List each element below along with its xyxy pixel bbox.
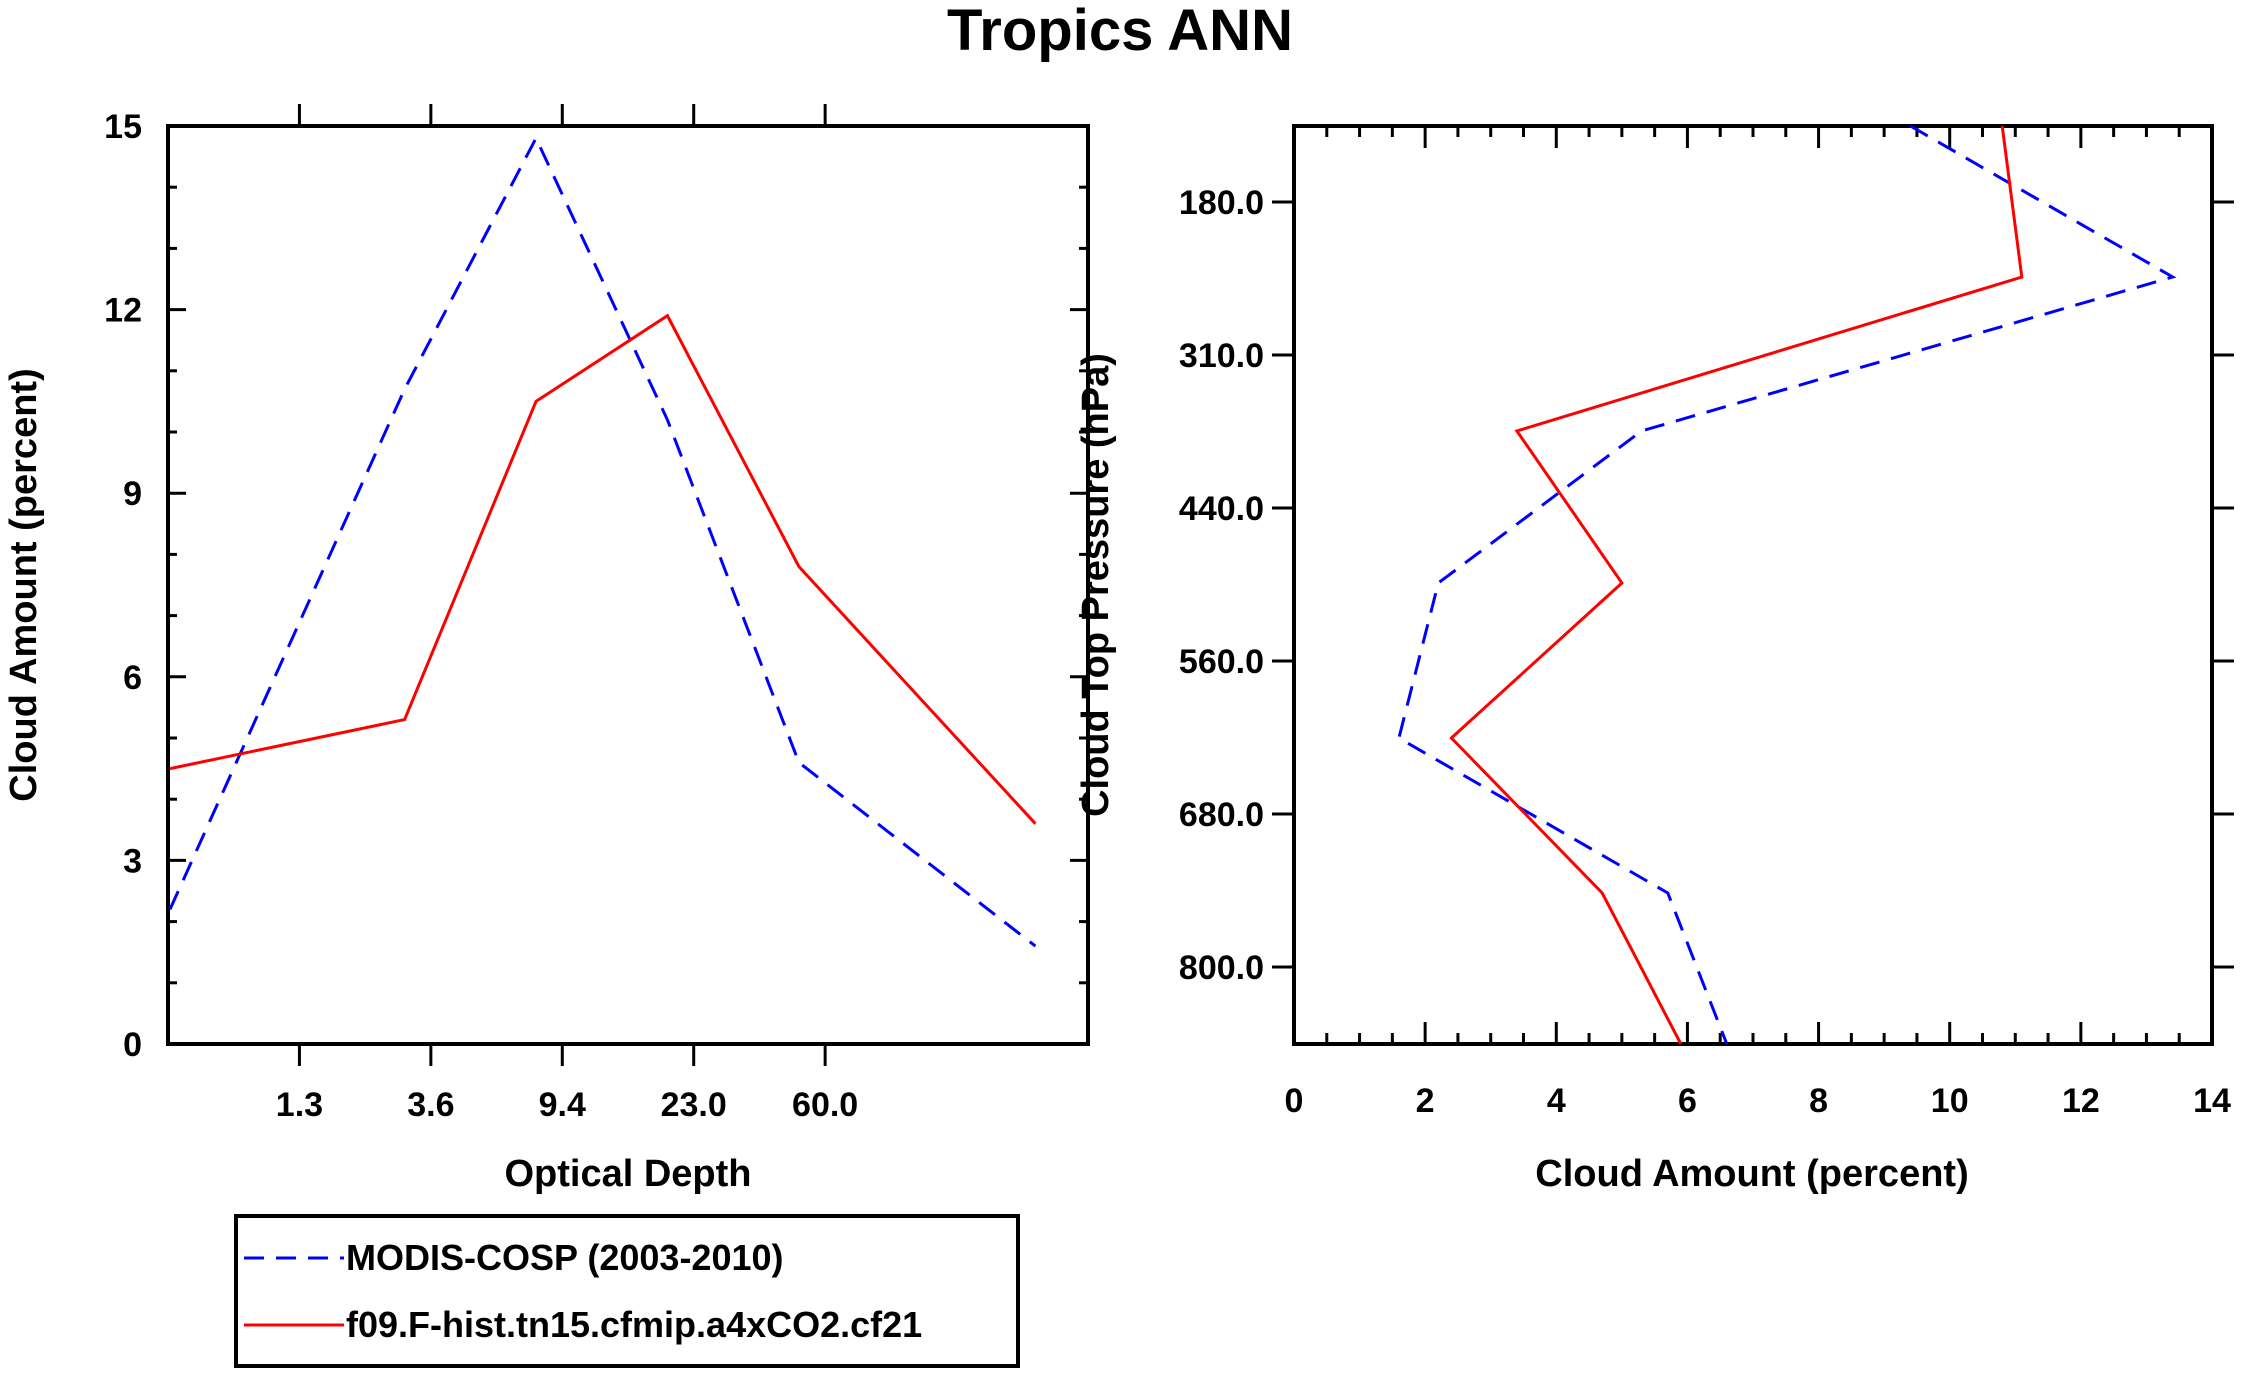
right-y-axis-label: Cloud Top Pressure (hPa) [1075,353,1117,817]
left-x-tick-label: 23.0 [661,1086,727,1124]
right-x-tick-label: 8 [1809,1082,1828,1120]
right-y-tick-label: 680.0 [1179,796,1264,834]
right-plot-frame [1292,124,2214,1046]
right-x-tick-label: 0 [1285,1082,1304,1120]
legend: MODIS-COSP (2003-2010) f09.F-hist.tn15.c… [234,1214,1020,1368]
right-y-tick-label: 180.0 [1179,184,1264,222]
legend-label-modis: MODIS-COSP (2003-2010) [346,1237,784,1278]
right-y-tick-label: 800.0 [1179,949,1264,987]
right-x-tick-label: 10 [1931,1082,1969,1120]
right-series-modis-line [1397,124,2177,1045]
left-series-model-line [169,313,1037,825]
left-lines [168,134,1037,948]
left-y-tick-label: 15 [104,108,142,146]
right-y-tick-label: 560.0 [1179,643,1264,681]
right-x-tick-label: 2 [1416,1082,1435,1120]
right-x-tick-label: 12 [2062,1082,2100,1120]
right-ticks: 0 2 4 6 8 10 12 14 180.0 310.0 440.0 560.0 680.0 800.… [1179,126,2234,1120]
right-lines [1397,124,2177,1045]
right-y-tick-label: 440.0 [1179,490,1264,528]
left-y-tick-label: 0 [123,1026,142,1064]
legend-label-model: f09.F-hist.tn15.cfmip.a4xCO2.cf21 [346,1304,922,1345]
left-x-tick-label: 3.6 [407,1086,454,1124]
left-series-modis-line [168,134,1037,948]
chart-title: Tropics ANN [947,0,1293,63]
right-x-tick-label: 6 [1678,1082,1697,1120]
left-x-tick-label: 60.0 [792,1086,858,1124]
right-panel: 0 2 4 6 8 10 12 14 180.0 310.0 440.0 560.0 680.0 800.… [1075,124,2234,1195]
right-x-axis-label: Cloud Amount (percent) [1535,1153,1968,1195]
left-y-tick-label: 12 [104,292,142,330]
left-x-axis-label: Optical Depth [504,1153,751,1195]
left-y-axis-label: Cloud Amount (percent) [3,368,45,801]
right-y-tick-label: 310.0 [1179,337,1264,375]
left-x-tick-label: 1.3 [276,1086,323,1124]
legend-box [234,1214,1020,1368]
left-y-tick-label: 9 [123,475,142,513]
right-series-model-line [1449,125,2024,1045]
left-plot-frame [166,124,1090,1046]
left-x-tick-label: 9.4 [539,1086,586,1124]
left-ticks: 0 3 6 9 12 15 1.3 3.6 9.4 23.0 60.0 [104,104,1088,1124]
left-y-tick-label: 3 [123,842,142,880]
right-x-tick-label: 14 [2193,1082,2231,1120]
left-y-tick-label: 6 [123,659,142,697]
right-x-tick-label: 4 [1547,1082,1566,1120]
